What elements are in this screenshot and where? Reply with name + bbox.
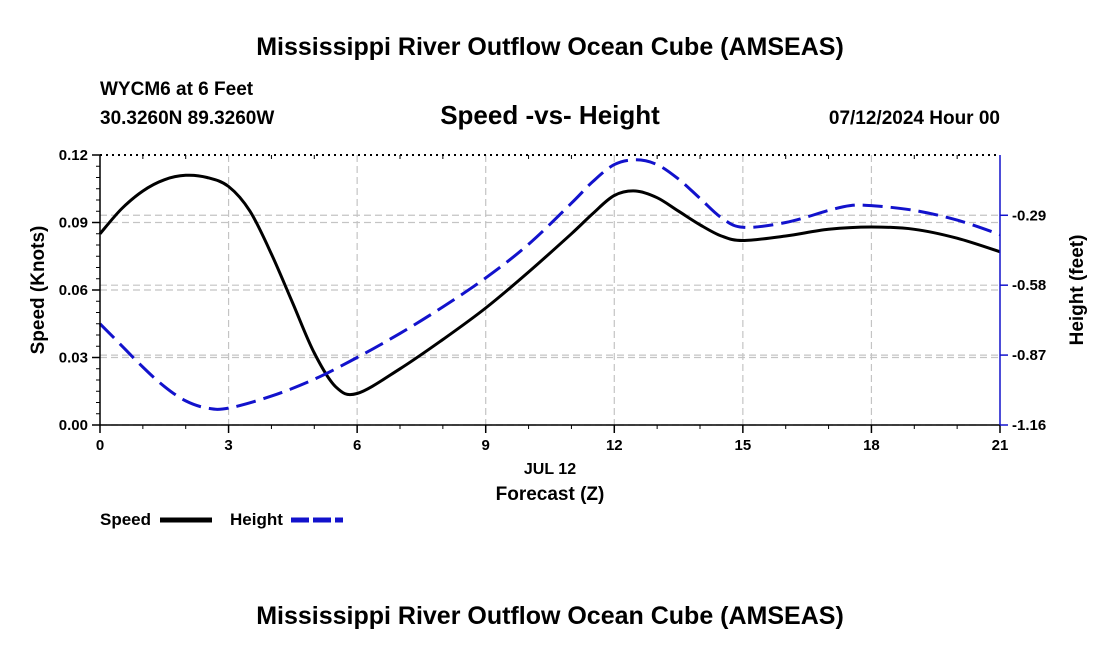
coordinates-label: 30.3260N 89.3260W xyxy=(100,108,274,129)
y-axis-ticks: 0.00 0.03 0.06 0.09 0.12 xyxy=(59,147,100,434)
y-axis-label: Speed (Knots) xyxy=(28,226,49,355)
x-tick-label: 15 xyxy=(735,437,752,454)
x-date-label: JUL 12 xyxy=(524,461,576,478)
page-title: Mississippi River Outflow Ocean Cube (AM… xyxy=(256,33,844,61)
x-tick-label: 12 xyxy=(606,437,623,454)
footer-title: Mississippi River Outflow Ocean Cube (AM… xyxy=(256,602,844,630)
datetime-label: 07/12/2024 Hour 00 xyxy=(829,108,1000,129)
y-tick-label: 0.00 xyxy=(59,417,88,434)
legend-height-label: Height xyxy=(230,510,283,529)
series-lines xyxy=(98,158,1001,411)
y2-tick-label: -0.58 xyxy=(1012,277,1046,294)
station-label: WYCM6 at 6 Feet xyxy=(100,79,254,100)
y-tick-label: 0.03 xyxy=(59,350,88,367)
legend-speed-label: Speed xyxy=(100,510,151,529)
grid xyxy=(100,155,1000,426)
series-line-height xyxy=(98,158,1001,411)
x-axis-ticks: 0 3 6 9 12 15 18 21 xyxy=(96,155,1009,454)
x-tick-label: 21 xyxy=(992,437,1009,454)
y2-axis-ticks: -0.29 -0.58 -0.87 -1.16 xyxy=(1000,207,1046,434)
x-axis-label: Forecast (Z) xyxy=(496,484,605,505)
x-tick-label: 6 xyxy=(353,437,361,454)
y2-axis-label: Height (feet) xyxy=(1067,235,1088,346)
y2-tick-label: -1.16 xyxy=(1012,417,1046,434)
y-tick-label: 0.09 xyxy=(59,215,88,232)
legend: Speed Height xyxy=(100,510,343,529)
y-tick-label: 0.12 xyxy=(59,147,88,164)
x-tick-label: 0 xyxy=(96,437,104,454)
series-line-speed xyxy=(98,173,1001,397)
y-tick-label: 0.06 xyxy=(59,282,88,299)
y2-tick-label: -0.87 xyxy=(1012,347,1046,364)
chart-subtitle: Speed -vs- Height xyxy=(440,100,660,130)
y2-tick-label: -0.29 xyxy=(1012,207,1046,224)
x-tick-label: 9 xyxy=(482,437,490,454)
x-tick-label: 18 xyxy=(863,437,880,454)
x-tick-label: 3 xyxy=(224,437,232,454)
